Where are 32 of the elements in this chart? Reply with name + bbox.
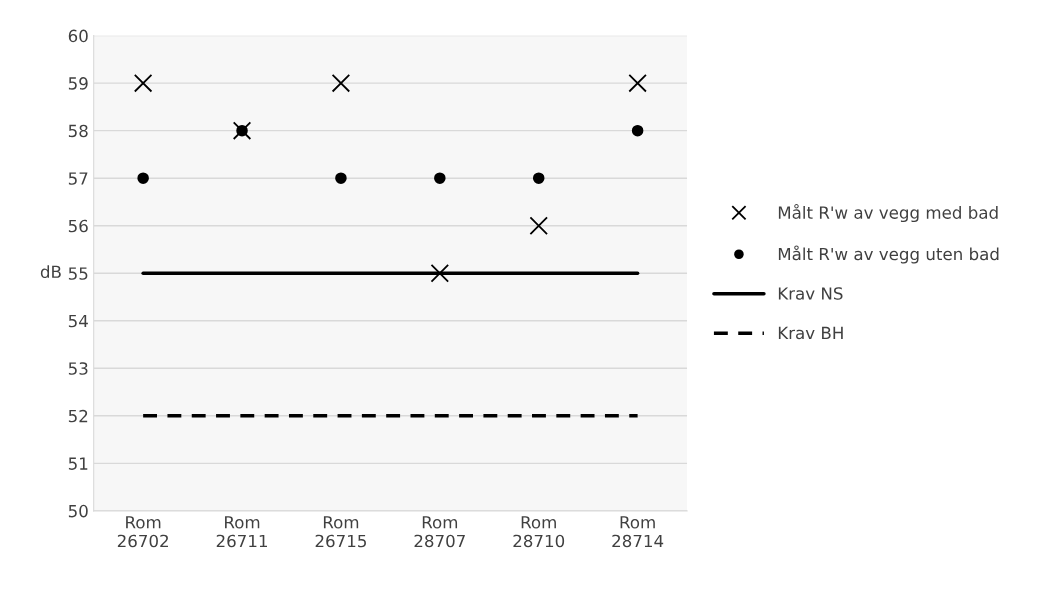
x-tick-label: Rom 26711 — [216, 516, 267, 548]
x-tick-label: Rom 28710 — [513, 516, 565, 548]
y-tick-label: 54 — [68, 314, 88, 328]
point — [532, 172, 545, 184]
y-tick-label: 51 — [68, 457, 88, 470]
point — [133, 73, 153, 93]
y-tick-label: 56 — [68, 219, 88, 233]
point — [631, 124, 644, 137]
point — [628, 73, 647, 93]
x-tick-label: Rom 28707 — [414, 516, 465, 548]
point — [529, 216, 548, 235]
point — [137, 172, 149, 184]
point — [331, 73, 351, 93]
y-tick-label: 55 — [68, 267, 88, 280]
y-tick-label: 58 — [68, 124, 88, 138]
x-tick-label: Rom 26715 — [315, 516, 366, 548]
y-tick-label: 59 — [68, 77, 88, 90]
x-tick-label: Rom 28714 — [612, 516, 664, 548]
point — [430, 264, 450, 283]
y-tick-label: 53 — [68, 362, 88, 375]
y-tick-label: 52 — [68, 409, 88, 423]
y-axis-title: dB — [40, 265, 61, 279]
y-tick-label: 50 — [68, 504, 88, 518]
x-tick-label: Rom 26702 — [117, 516, 168, 548]
point — [335, 172, 347, 184]
legend-label: Krav NS — [778, 287, 843, 300]
y-tick-label: 60 — [68, 29, 88, 43]
point — [434, 172, 446, 184]
legend-label: Målt R'w av vegg med bad — [778, 204, 998, 223]
legend-label: Målt R'w av vegg uten bad — [778, 245, 999, 264]
legend-label: Krav BH — [778, 326, 843, 340]
y-tick-label: 57 — [68, 172, 88, 185]
